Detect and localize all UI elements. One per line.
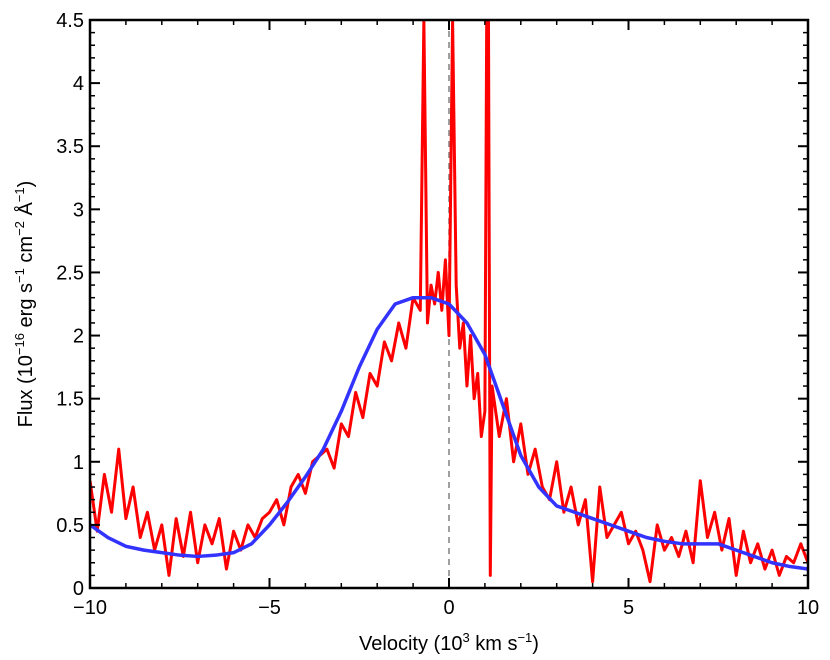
series-group — [90, 20, 808, 584]
y-tick-label: 3.5 — [56, 136, 84, 158]
y-tick-label: 0.5 — [56, 515, 84, 537]
x-tick-label: −5 — [258, 597, 281, 619]
y-tick-group: 0 0.5 1 1.5 2 2.5 3 3.5 4 4.5 — [56, 10, 808, 600]
x-tick-group: −10 −5 0 5 10 — [73, 20, 819, 619]
x-tick-label: −10 — [73, 597, 107, 619]
x-tick-label: 5 — [623, 597, 634, 619]
y-tick-label: 4.5 — [56, 10, 84, 32]
y-tick-label: 1.5 — [56, 389, 84, 411]
y-tick-label: 4 — [73, 73, 84, 95]
x-tick-label: 10 — [797, 597, 819, 619]
y-tick-label: 3 — [73, 199, 84, 221]
y-axis-title: Flux (10−16 erg s−1 cm−2 Å−1) — [12, 181, 37, 428]
y-tick-label: 1 — [73, 452, 84, 474]
y-tick-label: 2 — [73, 326, 84, 348]
y-tick-label: 0 — [73, 578, 84, 600]
y-tick-label: 2.5 — [56, 262, 84, 284]
x-axis-title: Velocity (103 km s−1) — [359, 630, 539, 655]
x-tick-label: 0 — [443, 597, 454, 619]
series-line-2 — [90, 295, 808, 571]
plot-area: −10 −5 0 5 10 0 0.5 1 1.5 2 2.5 3 3.5 4 4.5 — [56, 10, 819, 619]
